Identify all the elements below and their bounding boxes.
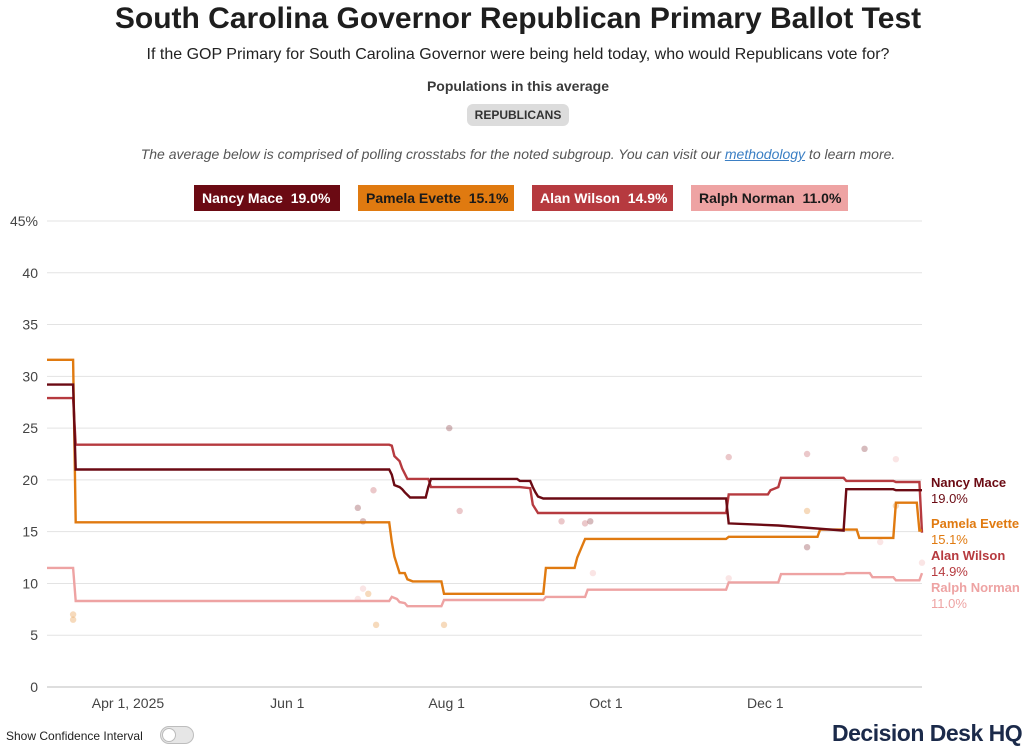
series-line-alan-wilson [47,396,924,533]
y-tick-label: 5 [30,627,38,643]
populations-label: Populations in this average [426,78,610,94]
chart-title: South Carolina Governor Republican Prima… [114,2,922,35]
toggle-knob [162,728,176,742]
y-tick-label: 30 [22,368,38,384]
legend-item-ralph-norman[interactable]: Ralph Norman 11.0% [691,185,848,211]
poll-point [918,559,926,566]
end-label-value: 14.9% [931,564,968,579]
y-tick-label: 40 [22,265,38,281]
legend-item-alan-wilson[interactable]: Alan Wilson 14.9% [532,185,673,211]
poll-point [803,544,811,551]
legend-name: Alan Wilson [540,190,620,206]
series-line-pamela-evette [47,358,922,595]
poll-point [725,453,732,461]
end-label-name: Pamela Evette [931,516,1019,531]
x-tick-label: Jun 1 [270,695,304,711]
x-tick-label: Dec 1 [747,695,784,711]
methodology-note: The average below is comprised of pollin… [0,146,1036,162]
end-label-value: 11.0% [931,596,967,611]
legend-item-nancy-mace[interactable]: Nancy Mace 19.0% [194,185,340,211]
end-label-value: 15.1% [931,532,968,547]
poll-point [892,455,900,463]
y-tick-label: 45% [10,213,38,229]
poll-point [877,538,884,546]
series-line-ralph-norman [47,566,924,608]
legend-value: 11.0% [802,190,842,206]
end-label-name: Nancy Mace [931,475,1006,490]
poll-point [456,507,463,515]
poll-point [803,450,811,458]
series-line-nancy-mace [47,383,922,532]
poll-point [803,507,811,515]
brand-logo: Decision Desk HQ [832,720,1023,746]
legend-value: 14.9% [627,190,668,206]
end-label-name: Ralph Norman [931,580,1020,595]
populations-chip-row: REPUBLICANS [0,104,1036,126]
poll-point [370,487,377,494]
methodology-link[interactable]: methodology [724,146,806,162]
legend-value: 19.0% [290,190,331,206]
poll-point [587,518,594,525]
legend-item-pamela-evette[interactable]: Pamela Evette 15.1% [358,185,514,211]
confidence-interval-control: Show Confidence Interval [6,726,194,746]
poll-point [558,518,565,525]
y-tick-label: 35 [22,317,38,333]
x-tick-label: Oct 1 [589,695,623,711]
y-tick-label: 20 [22,472,38,488]
y-tick-label: 10 [22,575,38,591]
end-label-name: Alan Wilson [931,548,1005,563]
poll-point [725,575,732,582]
x-tick-label: Aug 1 [428,695,465,711]
end-label-value: 19.0% [931,491,968,506]
legend-name: Nancy Mace [202,190,283,206]
y-tick-label: 0 [30,679,38,695]
poll-point [440,621,448,629]
y-tick-label: 25 [22,420,38,436]
poll-point [581,520,589,527]
poll-point [69,616,77,623]
x-tick-label: Apr 1, 2025 [92,695,165,711]
note-text-before: The average below is comprised of pollin… [140,146,725,162]
confidence-interval-toggle[interactable] [160,726,194,744]
chart-subtitle: If the GOP Primary for South Carolina Go… [146,46,890,63]
confidence-interval-label: Show Confidence Interval [6,729,143,743]
legend-name: Ralph Norman [699,190,795,206]
poll-point [589,569,597,577]
poll-point [69,611,77,618]
legend-value: 15.1% [468,190,509,206]
note-text-after: to learn more. [805,146,896,162]
poll-point [359,585,367,592]
poll-point [354,504,362,512]
population-chip-republicans[interactable]: REPUBLICANS [466,104,570,126]
poll-point [372,621,380,629]
poll-point [446,424,453,432]
poll-point [365,590,372,597]
y-tick-label: 15 [22,524,38,540]
legend-name: Pamela Evette [366,190,461,206]
poll-point [861,445,868,453]
